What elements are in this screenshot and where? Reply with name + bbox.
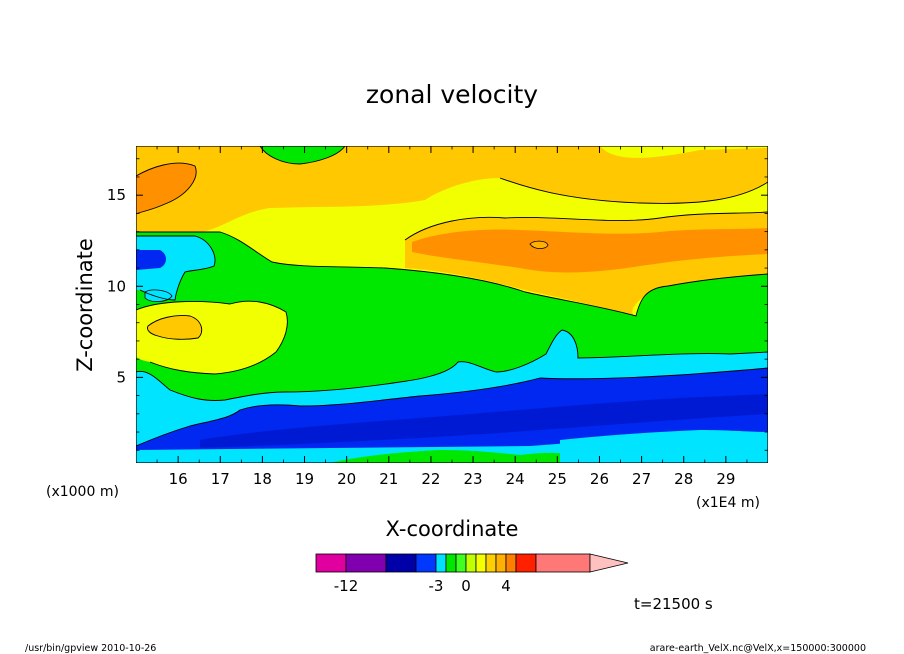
colorbar-swatch bbox=[385, 553, 417, 573]
region-orange-top bbox=[136, 146, 768, 232]
y-unit-label: (x1000 m) bbox=[46, 484, 119, 500]
x-tick-label: 27 bbox=[632, 470, 651, 488]
colorbar-swatch bbox=[455, 553, 467, 573]
region-orange-dark-top-left bbox=[136, 163, 197, 214]
y-axis-title: Z-coordinate bbox=[73, 238, 97, 372]
region-orange-left-spot bbox=[147, 315, 202, 340]
colorbar-label: 0 bbox=[461, 577, 471, 595]
x-tick-label: 25 bbox=[548, 470, 567, 488]
colorbar-arrow bbox=[589, 553, 629, 573]
x-axis-title: X-coordinate bbox=[386, 517, 519, 541]
footer-left: /usr/bin/gpview 2010-10-26 bbox=[25, 643, 156, 654]
y-tick-label: 5 bbox=[116, 368, 126, 386]
colorbar-label: -12 bbox=[334, 577, 359, 595]
colorbar-labels: -12 -3 0 4 bbox=[334, 577, 511, 595]
region-green-top-blob bbox=[260, 146, 345, 164]
x-tick-label: 17 bbox=[211, 470, 230, 488]
x-tick-label: 19 bbox=[295, 470, 314, 488]
x-tick-label: 21 bbox=[379, 470, 398, 488]
colorbar-swatch bbox=[475, 553, 487, 573]
footer-right: arare-earth_VelX.nc@VelX,x=150000:300000 bbox=[650, 643, 866, 654]
colorbar bbox=[315, 553, 629, 573]
region-cyan-bottom-right bbox=[560, 430, 768, 463]
chart-title: zonal velocity bbox=[366, 80, 538, 109]
y-tick-label: 10 bbox=[107, 277, 126, 295]
colorbar-swatch bbox=[445, 553, 457, 573]
colorbar-swatch bbox=[515, 553, 537, 573]
plot-area bbox=[136, 146, 768, 463]
colorbar-swatch bbox=[535, 553, 591, 573]
region-navy-lower-core bbox=[200, 394, 768, 448]
x-unit-label: (x1E4 m) bbox=[696, 495, 760, 511]
x-tick-label: 29 bbox=[716, 470, 735, 488]
contour-lines bbox=[136, 146, 768, 447]
x-tick-label: 20 bbox=[337, 470, 356, 488]
region-blue-upper-left bbox=[136, 250, 166, 270]
colorbar-swatch bbox=[315, 553, 347, 573]
colorbar-swatch bbox=[485, 553, 497, 573]
colorbar-label: 4 bbox=[501, 577, 511, 595]
region-orange-dark-spot bbox=[529, 240, 549, 250]
colorbar-swatch bbox=[465, 553, 477, 573]
x-tick-label: 18 bbox=[253, 470, 272, 488]
x-tick-label: 23 bbox=[464, 470, 483, 488]
x-tick-label: 22 bbox=[421, 470, 440, 488]
y-axis: 5 10 15 bbox=[107, 158, 768, 451]
x-tick-label: 16 bbox=[169, 470, 188, 488]
region-blue-lower-band bbox=[136, 368, 768, 450]
colorbar-swatch bbox=[495, 553, 507, 573]
colorbar-label: -3 bbox=[429, 577, 444, 595]
colorbar-swatch bbox=[505, 553, 517, 573]
x-tick-label: 28 bbox=[674, 470, 693, 488]
colorbar-swatch bbox=[415, 553, 437, 573]
y-tick-label: 15 bbox=[107, 186, 126, 204]
time-annotation: t=21500 s bbox=[634, 595, 713, 613]
colorbar-swatch bbox=[345, 553, 387, 573]
colorbar-swatch bbox=[435, 553, 447, 573]
x-tick-label: 26 bbox=[590, 470, 609, 488]
region-orange-dark-mid-band bbox=[412, 228, 768, 273]
x-axis: 16 17 18 19 20 21 22 23 24 25 26 27 28 29 bbox=[156, 146, 748, 488]
region-green-bottom-edge bbox=[330, 450, 600, 463]
x-tick-label: 24 bbox=[506, 470, 525, 488]
